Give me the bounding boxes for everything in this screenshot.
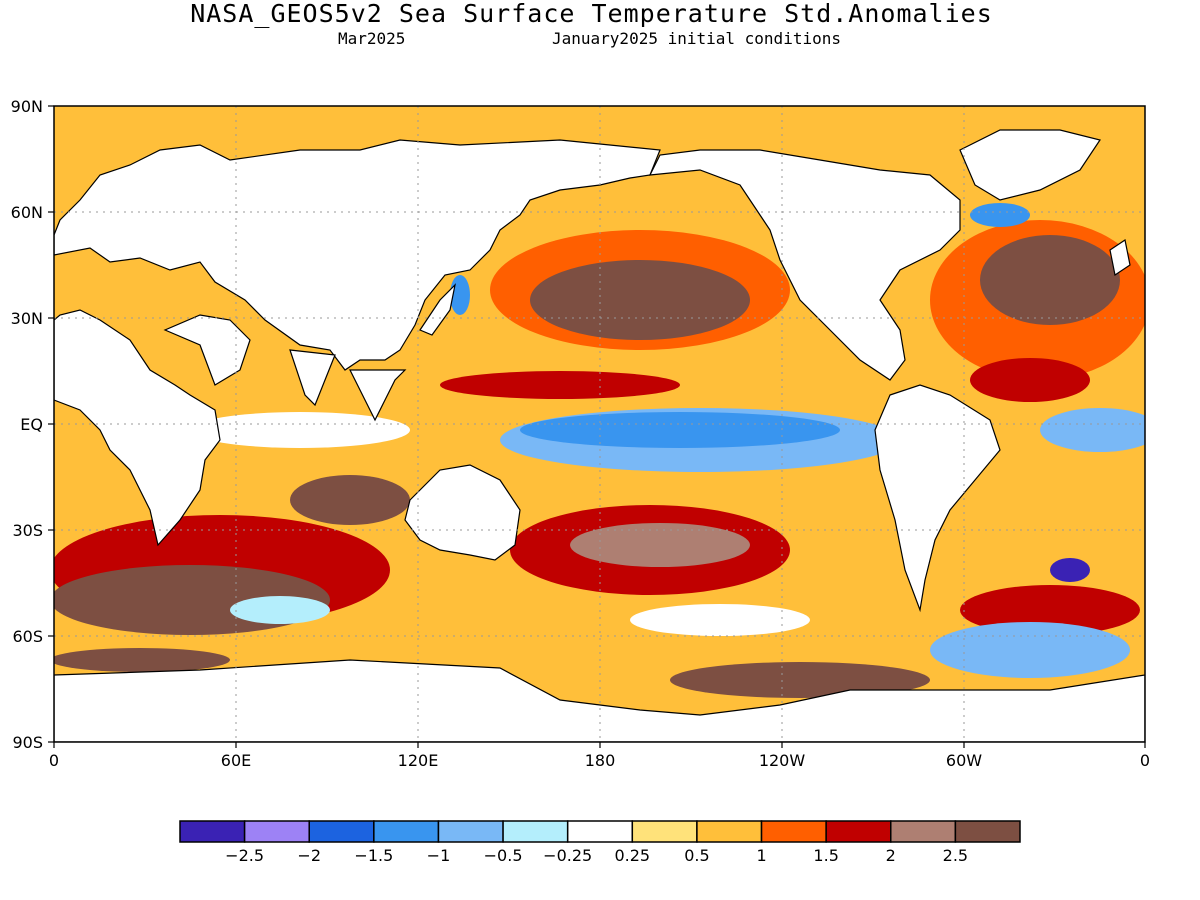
x-tick-label: 180 <box>585 751 616 770</box>
y-tick-labels: 90N 60N 30N EQ 30S 60S 90S <box>11 97 43 752</box>
x-tick-label: 0 <box>1140 751 1150 770</box>
legend-label: −1.5 <box>354 846 393 865</box>
legend-label: −2.5 <box>225 846 264 865</box>
y-tick-label: 90S <box>12 733 43 752</box>
legend-swatch <box>954 820 1021 843</box>
greenland-landmass <box>959 129 1101 201</box>
legend-swatch <box>631 820 698 843</box>
legend-label: 0.5 <box>684 846 709 865</box>
initial-conditions-label: January2025 initial conditions <box>552 29 841 48</box>
eurasia-landmass <box>54 139 661 371</box>
forecast-month: Mar2025 <box>338 29 406 48</box>
color-legend <box>179 820 1021 843</box>
x-tick-label: 120W <box>759 751 806 770</box>
se-asia-landmass <box>349 369 407 422</box>
legend-swatch <box>825 820 892 843</box>
x-tick-label: 60W <box>946 751 982 770</box>
tick-marks <box>48 105 1146 748</box>
legend-label: 1 <box>756 846 766 865</box>
legend-label: −2 <box>297 846 321 865</box>
y-tick-label: 90N <box>11 97 43 116</box>
legend-swatch <box>502 820 569 843</box>
legend-label: −0.5 <box>484 846 523 865</box>
legend-swatch <box>179 820 246 843</box>
legend-swatch <box>243 820 310 843</box>
continents <box>54 129 1145 742</box>
x-tick-label: 0 <box>49 751 59 770</box>
y-tick-label: 60N <box>11 203 43 222</box>
legend-swatch <box>373 820 440 843</box>
legend-swatch <box>566 820 634 843</box>
legend-swatch <box>890 820 957 843</box>
africa-landmass <box>54 309 221 547</box>
japan-landmass <box>419 283 456 336</box>
india-landmass <box>289 349 336 407</box>
legend-label: 0.25 <box>614 846 650 865</box>
legend-label: 2.5 <box>943 846 968 865</box>
legend-label: 2 <box>886 846 896 865</box>
x-tick-labels: 0 60E 120E 180 120W 60W 0 <box>49 751 1150 770</box>
australia-landmass <box>404 464 521 561</box>
map-title: NASA_GEOS5v2 Sea Surface Temperature Std… <box>190 0 993 28</box>
y-tick-label: 60S <box>12 627 43 646</box>
y-tick-label: 30S <box>12 521 43 540</box>
legend-swatch <box>760 820 827 843</box>
north-america-landmass <box>648 149 961 381</box>
legend-swatch <box>696 820 763 843</box>
legend-label: −1 <box>427 846 451 865</box>
x-tick-label: 120E <box>398 751 439 770</box>
y-tick-label: EQ <box>20 415 43 434</box>
x-tick-label: 60E <box>221 751 251 770</box>
gridlines <box>54 106 1145 742</box>
legend-swatch <box>308 820 375 843</box>
legend-swatch <box>437 820 504 843</box>
color-legend-labels: −2.5 −2 −1.5 −1 −0.5 −0.25 0.25 0.5 1 1.5 2 2.5 <box>225 846 968 865</box>
antarctica-landmass <box>54 659 1145 742</box>
y-tick-label: 30N <box>11 309 43 328</box>
legend-label: 1.5 <box>813 846 838 865</box>
south-america-landmass <box>874 384 1001 613</box>
arabia-landmass <box>163 314 251 386</box>
uk-landmass <box>1109 239 1131 276</box>
legend-label: −0.25 <box>543 846 592 865</box>
